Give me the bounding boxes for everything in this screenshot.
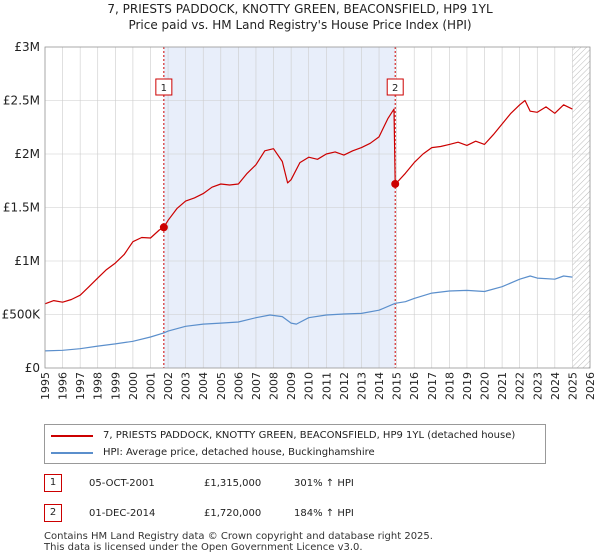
price-chart: £0 £500K £1M £1.5M £2M £2.5M £3M 1995 1996 1997 19… <box>2 40 597 400</box>
x-tick-label: 2014 <box>373 372 386 400</box>
transaction-marker-2: 2 <box>44 504 62 522</box>
chart-subtitle: Price paid vs. HM Land Registry's House … <box>128 18 472 32</box>
transaction-point <box>159 223 168 232</box>
transaction-label-box <box>155 78 173 96</box>
x-tick-label: 2016 <box>408 372 421 400</box>
transaction-date: 01-DEC-2014 <box>89 508 156 519</box>
x-tick-label: 2009 <box>285 372 298 400</box>
footer-licence: This data is licensed under the Open Gov… <box>44 542 363 553</box>
series-line-hpi <box>44 275 573 352</box>
legend: 7, PRIESTS PADDOCK, KNOTTY GREEN, BEACON… <box>44 424 546 464</box>
legend-red-line-swatch <box>51 435 93 437</box>
x-tick-label: 2004 <box>197 372 210 400</box>
x-tick-label: 2010 <box>303 372 316 400</box>
x-tick-label: 2021 <box>496 372 509 400</box>
x-tick-label: 2013 <box>355 372 368 400</box>
x-tick-label: 2002 <box>162 372 175 400</box>
transaction-hpi-change: 184% ↑ HPI <box>294 508 354 519</box>
x-tick-label: 2011 <box>320 372 333 400</box>
y-tick-label: £2M <box>14 147 40 161</box>
x-tick-label: 1997 <box>74 372 87 400</box>
y-tick-label: £1M <box>14 254 40 268</box>
x-tick-label: 2001 <box>144 372 157 400</box>
x-tick-label: 2018 <box>443 372 456 400</box>
x-tick-label: 2005 <box>215 372 228 400</box>
x-tick-label: 1998 <box>92 372 105 400</box>
x-tick-label: 2000 <box>127 372 140 400</box>
x-tick-label: 2025 <box>566 372 579 400</box>
x-tick-label: 2024 <box>549 372 562 400</box>
transaction-label: 1 <box>161 83 167 94</box>
x-tick-label: 2026 <box>584 372 597 400</box>
transaction-label: 2 <box>392 83 398 94</box>
plot-border <box>44 46 591 369</box>
y-tick-label: £1.5M <box>3 201 40 215</box>
transaction-hpi-change: 301% ↑ HPI <box>294 478 354 489</box>
x-tick-label: 2020 <box>479 372 492 400</box>
y-tick-label: £3M <box>14 40 40 54</box>
footer-attribution: Contains HM Land Registry data © Crown c… <box>44 531 433 553</box>
x-tick-label: 2003 <box>180 372 193 400</box>
x-tick-label: 2023 <box>531 372 544 400</box>
x-tick-label: 2006 <box>232 372 245 400</box>
x-tick-label: 2012 <box>338 372 351 400</box>
legend-hpi-label: HPI: Average price, detached house, Buck… <box>103 447 375 458</box>
transaction-date: 05-OCT-2001 <box>89 478 155 489</box>
transaction-point <box>391 179 400 188</box>
transaction-price: £1,315,000 <box>204 478 262 489</box>
transaction-price: £1,720,000 <box>204 508 262 519</box>
x-tick-label: 2008 <box>268 372 281 400</box>
x-tick-label: 1995 <box>39 372 52 400</box>
x-tick-label: 1999 <box>109 372 122 400</box>
x-tick-label: 2017 <box>426 372 439 400</box>
x-tick-label: 1996 <box>57 372 70 400</box>
x-tick-label: 2022 <box>514 372 527 400</box>
transaction-marker-1: 1 <box>44 474 62 492</box>
y-tick-label: £2.5M <box>3 94 40 108</box>
x-tick-label: 2019 <box>461 372 474 400</box>
transaction-label-box <box>386 78 404 96</box>
chart-title: 7, PRIESTS PADDOCK, KNOTTY GREEN, BEACON… <box>107 2 493 16</box>
legend-property-label: 7, PRIESTS PADDOCK, KNOTTY GREEN, BEACON… <box>103 430 516 441</box>
footer-copyright: Contains HM Land Registry data © Crown c… <box>44 531 433 542</box>
series-line-property <box>44 99 573 305</box>
y-tick-label: £0 <box>25 361 40 375</box>
x-tick-label: 2015 <box>391 372 404 400</box>
legend-blue-line-swatch <box>51 452 93 454</box>
x-tick-label: 2007 <box>250 372 263 400</box>
y-tick-label: £500K <box>2 308 42 322</box>
